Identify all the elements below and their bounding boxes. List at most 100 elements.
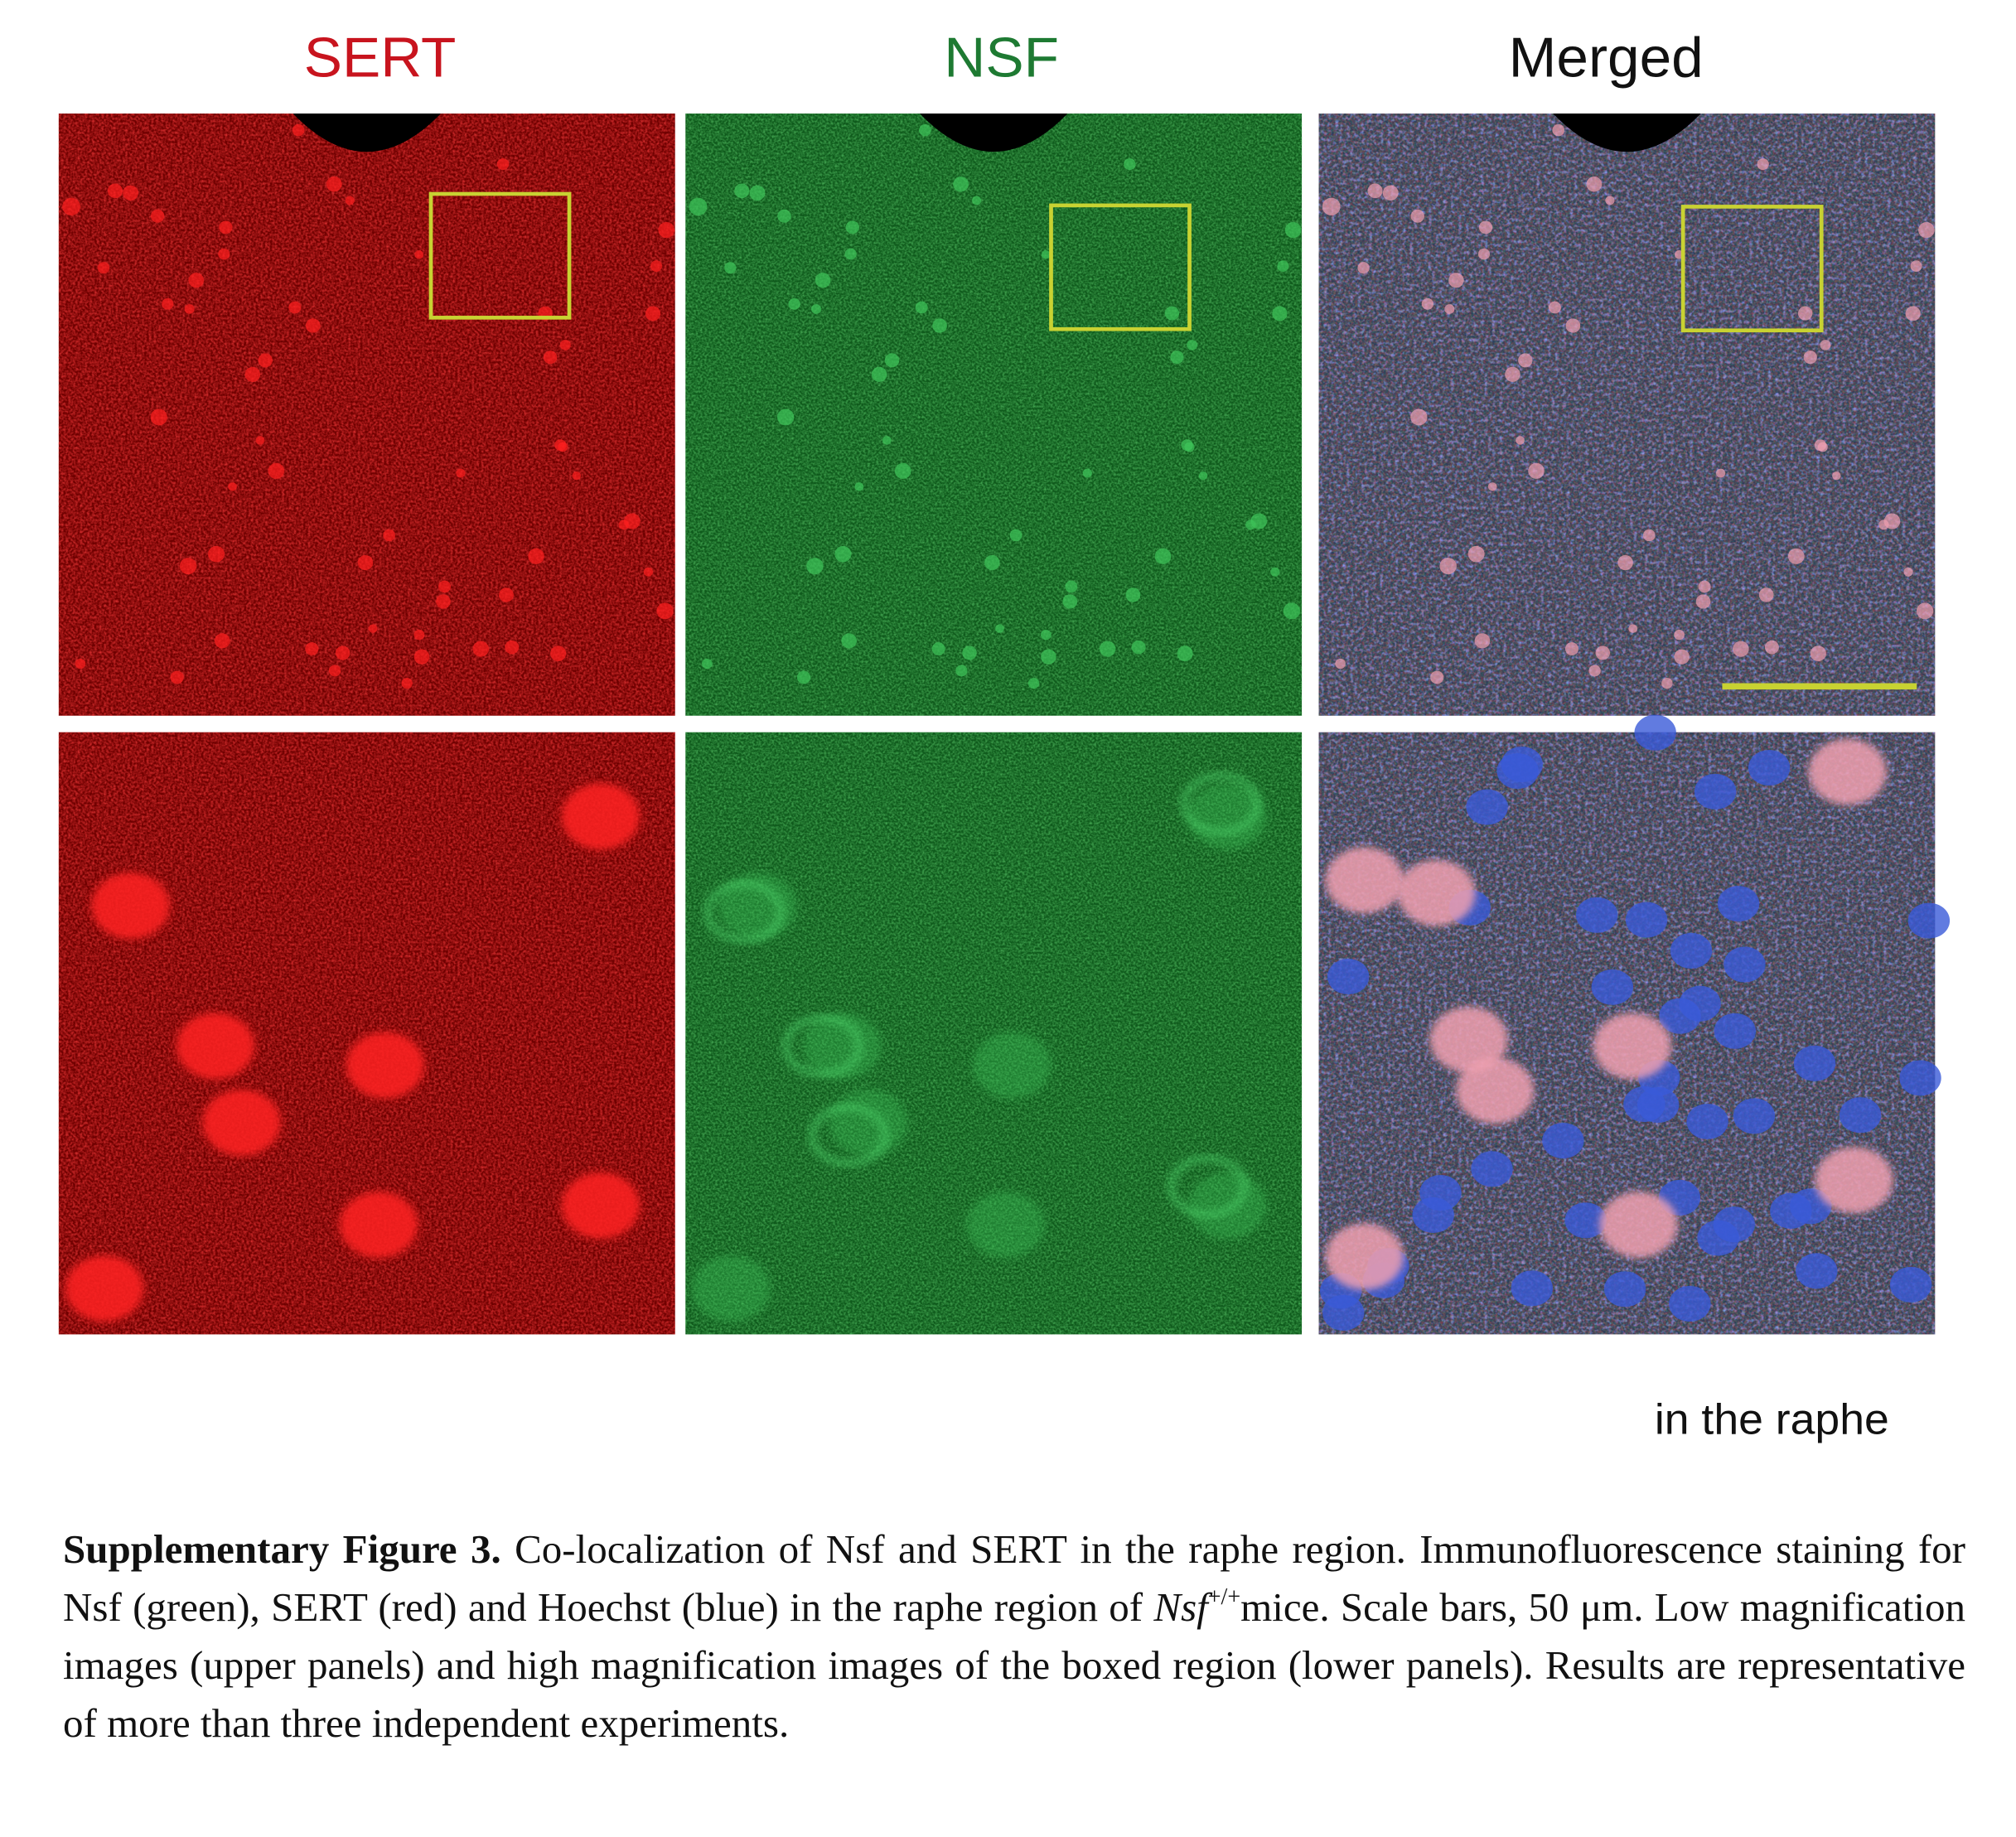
cell (1277, 260, 1289, 272)
cell (618, 520, 629, 530)
cell (1797, 306, 1813, 321)
cell (1455, 1057, 1535, 1124)
micrograph (1318, 114, 1936, 716)
column-titles: SERT NSF Merged (304, 26, 1704, 89)
cell (383, 529, 396, 542)
cell (496, 158, 510, 171)
cell (724, 262, 737, 274)
cell (559, 340, 571, 350)
cell (1478, 220, 1493, 234)
cell (1272, 306, 1288, 321)
cell (1903, 567, 1913, 577)
nucleus (1733, 1098, 1776, 1134)
cell (1124, 158, 1136, 171)
cell (1518, 353, 1533, 368)
nucleus (1839, 1097, 1882, 1134)
nucleus (1542, 1123, 1584, 1159)
nucleus (1714, 1013, 1757, 1049)
cell (150, 408, 167, 426)
cell (75, 658, 86, 670)
cell (1322, 197, 1341, 216)
boxed-region (1049, 203, 1192, 331)
cell (1487, 482, 1497, 491)
cell (1565, 318, 1581, 333)
cell (1733, 641, 1749, 657)
cell (1041, 649, 1056, 665)
cell (1164, 306, 1180, 321)
cell (368, 624, 378, 633)
cell (689, 197, 708, 216)
cell (1552, 123, 1565, 137)
cell (1040, 629, 1052, 641)
cell (953, 176, 969, 192)
column-title: Merged (1509, 26, 1704, 89)
cell (1041, 250, 1051, 259)
cell (703, 880, 786, 945)
cell (796, 670, 811, 684)
cell (1628, 624, 1638, 633)
cell (1832, 471, 1841, 481)
cell (1588, 665, 1601, 677)
cell (1009, 529, 1023, 542)
micrograph (58, 732, 675, 1335)
cell (1099, 641, 1116, 657)
cell (436, 594, 451, 609)
cell (176, 1013, 255, 1080)
nucleus (1564, 1202, 1607, 1239)
cell (1477, 248, 1491, 260)
cell (932, 318, 947, 333)
cell (1474, 633, 1491, 649)
nucleus (1686, 1103, 1728, 1140)
cell (1082, 468, 1092, 478)
cell (268, 462, 285, 479)
cell (845, 220, 859, 234)
cell (1184, 442, 1195, 452)
cell (882, 436, 892, 445)
cell (1758, 587, 1774, 602)
cell (1808, 738, 1887, 805)
cell (1595, 645, 1610, 660)
cell (931, 642, 945, 655)
cell (258, 353, 273, 368)
nucleus (1511, 1270, 1554, 1307)
cell (505, 640, 520, 655)
caption-label: Supplementary Figure 3. (63, 1526, 501, 1572)
cell (1167, 1154, 1249, 1219)
cell (357, 554, 374, 571)
cell (1154, 548, 1172, 564)
cell (919, 123, 931, 137)
cell (1505, 366, 1520, 382)
nucleus (1575, 897, 1618, 933)
cell (345, 196, 355, 205)
nucleus (1694, 773, 1737, 810)
cell (1593, 1013, 1671, 1080)
cell (1335, 658, 1346, 670)
micrograph (1318, 714, 1951, 1335)
cell (815, 273, 831, 288)
boxed-region (1680, 205, 1824, 333)
nucleus (1669, 1285, 1711, 1322)
cell (1125, 587, 1141, 602)
cell (1065, 580, 1078, 593)
cell (692, 1254, 771, 1322)
cell (749, 185, 766, 201)
cell (1325, 847, 1404, 914)
cell (1815, 1147, 1893, 1214)
cell (1787, 548, 1805, 564)
cell (123, 185, 139, 201)
cell (1410, 209, 1424, 223)
cell (215, 633, 230, 649)
cell (777, 209, 791, 223)
cell (292, 123, 305, 137)
cell (1695, 594, 1711, 609)
cell (701, 658, 713, 670)
cell (218, 248, 230, 260)
cell (1429, 1006, 1509, 1073)
nucleus (1679, 985, 1721, 1022)
cell (1027, 677, 1040, 689)
cell (1605, 196, 1615, 205)
cell (1803, 350, 1817, 365)
cell (1439, 558, 1457, 575)
cell (558, 442, 568, 452)
cell (339, 1191, 418, 1259)
